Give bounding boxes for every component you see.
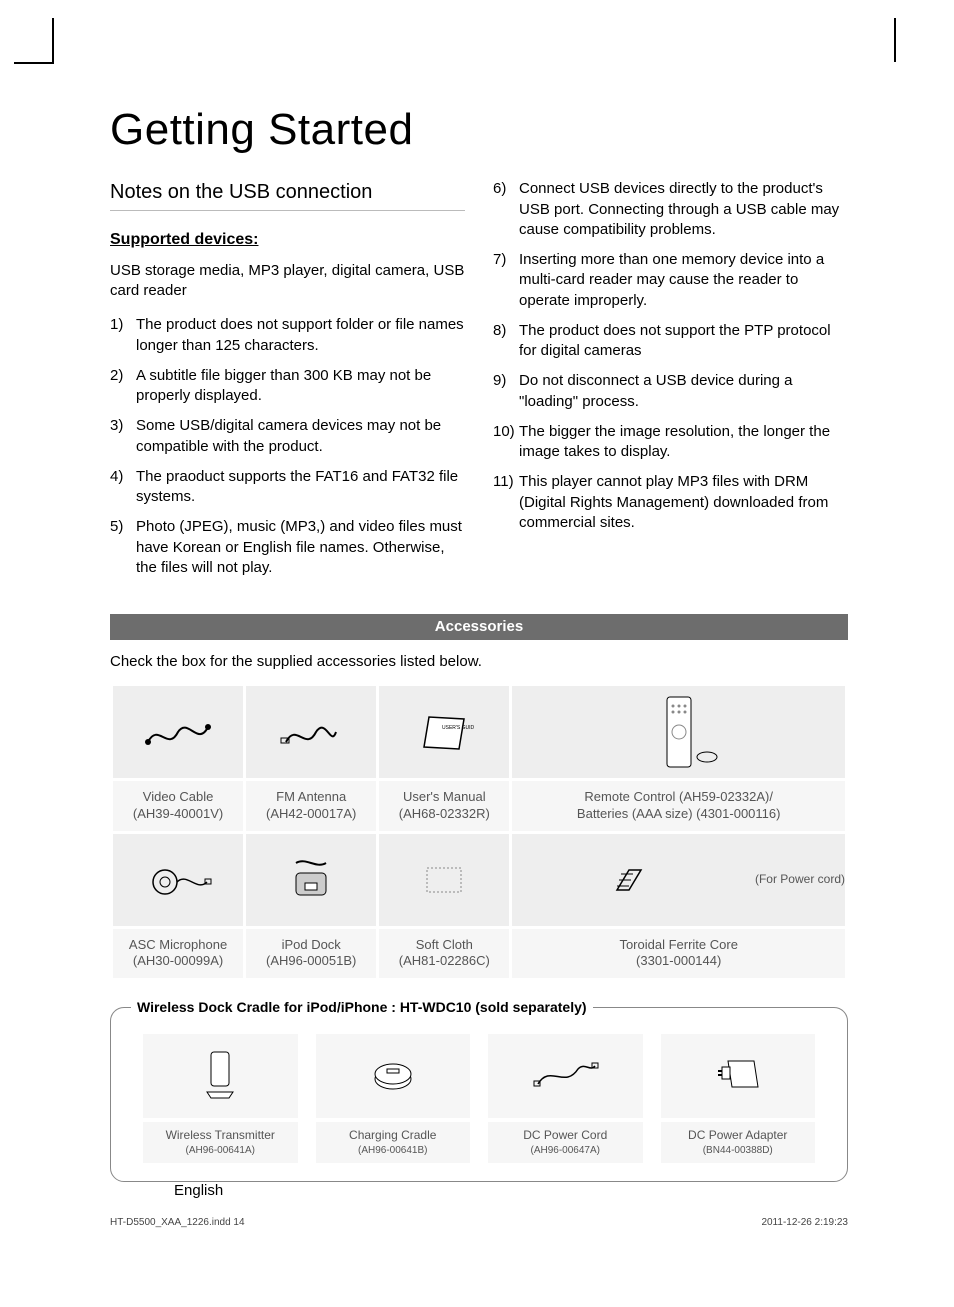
dc-power-cord-label: DC Power Cord(AH96-00647A) bbox=[488, 1122, 643, 1163]
video-cable-icon bbox=[113, 686, 243, 778]
video-cable-label: Video Cable(AH39-40001V) bbox=[113, 781, 243, 831]
page-content: Getting Started Notes on the USB connect… bbox=[110, 70, 848, 1247]
accessories-table: USER'S GUIDE Video Cable(AH39-40001V) FM… bbox=[110, 683, 848, 982]
section-title: Notes on the USB connection bbox=[110, 179, 465, 211]
dc-power-adapter-label: DC Power Adapter(BN44-00388D) bbox=[661, 1122, 816, 1163]
dock-section: Wireless Dock Cradle for iPod/iPhone : H… bbox=[110, 1007, 848, 1182]
charging-cradle-label: Charging Cradle(AH96-00641B) bbox=[316, 1122, 471, 1163]
manual-icon: USER'S GUIDE bbox=[379, 686, 509, 778]
wireless-transmitter-icon bbox=[143, 1034, 298, 1118]
footer-timestamp: 2011-12-26 2:19:23 bbox=[761, 1216, 848, 1230]
fm-antenna-icon bbox=[246, 686, 376, 778]
notes-list-right: 6)Connect USB devices directly to the pr… bbox=[493, 179, 848, 533]
supported-devices-title: Supported devices: bbox=[110, 229, 465, 251]
svg-text:USER'S GUIDE: USER'S GUIDE bbox=[442, 725, 474, 731]
dock-table: Wireless Transmitter(AH96-00641A) Chargi… bbox=[125, 1030, 833, 1167]
ipod-dock-icon bbox=[246, 834, 376, 926]
dc-power-adapter-icon bbox=[661, 1034, 816, 1118]
ferrite-core-label: Toroidal Ferrite Core(3301-000144) bbox=[512, 929, 845, 979]
asc-mic-icon bbox=[113, 834, 243, 926]
dc-power-cord-icon bbox=[488, 1034, 643, 1118]
footer-filename: HT-D5500_XAA_1226.indd 14 bbox=[110, 1216, 245, 1230]
remote-icon bbox=[512, 686, 845, 778]
notes-list-left: 1)The product does not support folder or… bbox=[110, 315, 465, 578]
manual-label: User's Manual(AH68-02332R) bbox=[379, 781, 509, 831]
dock-title: Wireless Dock Cradle for iPod/iPhone : H… bbox=[131, 998, 593, 1017]
page-title: Getting Started bbox=[110, 100, 848, 159]
asc-mic-label: ASC Microphone(AH30-00099A) bbox=[113, 929, 243, 979]
ferrite-note: (For Power cord) bbox=[755, 871, 845, 887]
supported-devices-text: USB storage media, MP3 player, digital c… bbox=[110, 261, 465, 302]
soft-cloth-icon bbox=[379, 834, 509, 926]
wireless-transmitter-label: Wireless Transmitter(AH96-00641A) bbox=[143, 1122, 298, 1163]
ferrite-core-icon: (For Power cord) bbox=[512, 834, 845, 926]
accessories-heading: Accessories bbox=[110, 614, 848, 640]
accessories-intro: Check the box for the supplied accessori… bbox=[110, 652, 848, 672]
left-column: Notes on the USB connection Supported de… bbox=[110, 179, 465, 588]
notes-columns: Notes on the USB connection Supported de… bbox=[110, 179, 848, 588]
footer-language: English bbox=[174, 1181, 223, 1201]
remote-label: Remote Control (AH59-02332A)/Batteries (… bbox=[512, 781, 845, 831]
charging-cradle-icon bbox=[316, 1034, 471, 1118]
right-column: 6)Connect USB devices directly to the pr… bbox=[493, 179, 848, 588]
fm-antenna-label: FM Antenna(AH42-00017A) bbox=[246, 781, 376, 831]
soft-cloth-label: Soft Cloth(AH81-02286C) bbox=[379, 929, 509, 979]
ipod-dock-label: iPod Dock(AH96-00051B) bbox=[246, 929, 376, 979]
